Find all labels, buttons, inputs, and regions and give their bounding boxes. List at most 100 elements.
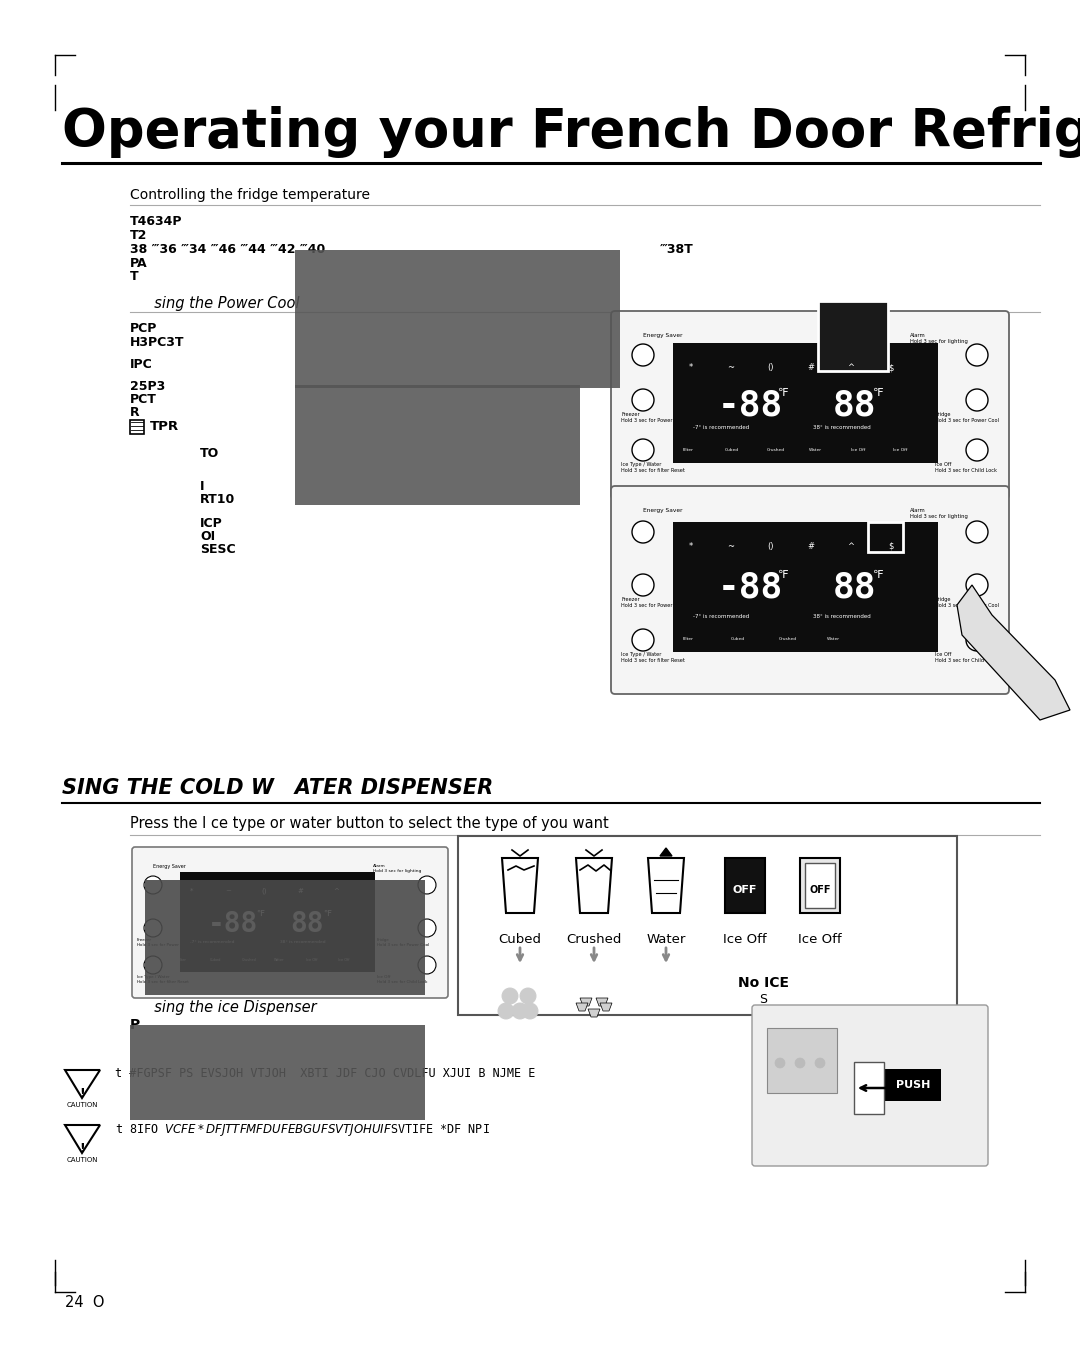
Circle shape (418, 956, 436, 974)
Text: Fridge
Hold 3 sec for Power Cool: Fridge Hold 3 sec for Power Cool (935, 412, 999, 423)
Text: Freezer
Hold 3 sec for Power Freeze: Freezer Hold 3 sec for Power Freeze (621, 597, 690, 607)
FancyBboxPatch shape (132, 847, 448, 998)
Text: Crushed: Crushed (242, 958, 257, 962)
Bar (673, 523, 939, 652)
FancyBboxPatch shape (854, 1061, 885, 1114)
Text: -88: -88 (718, 388, 783, 422)
Text: 38 ‴36 ‴34 ‴46 ‴44 ‴42 ‴40: 38 ‴36 ‴34 ‴46 ‴44 ‴42 ‴40 (130, 242, 325, 256)
FancyBboxPatch shape (611, 311, 1009, 498)
Text: Ice Off: Ice Off (306, 958, 318, 962)
Circle shape (966, 389, 988, 411)
Text: Water: Water (827, 637, 840, 641)
Text: Cubed: Cubed (731, 637, 745, 641)
Text: 38° is recommended: 38° is recommended (280, 940, 326, 944)
Text: ^: ^ (848, 362, 854, 372)
Text: S: S (759, 993, 767, 1006)
Polygon shape (502, 858, 538, 913)
Polygon shape (957, 585, 1070, 721)
Bar (767, 1028, 837, 1092)
Text: PUSH: PUSH (895, 1080, 930, 1090)
Text: Ice Type / Water
Hold 3 sec for filter Reset: Ice Type / Water Hold 3 sec for filter R… (621, 652, 685, 663)
FancyBboxPatch shape (752, 1005, 988, 1167)
Text: *: * (689, 362, 693, 372)
Text: Filter: Filter (683, 637, 693, 641)
Polygon shape (576, 1004, 588, 1012)
Bar (800, 858, 840, 913)
Text: Water: Water (274, 958, 284, 962)
Bar (180, 872, 375, 973)
Circle shape (522, 1004, 538, 1018)
Circle shape (966, 343, 988, 366)
Text: Water: Water (646, 933, 686, 946)
Text: Alarm
Hold 3 sec for lighting: Alarm Hold 3 sec for lighting (910, 333, 968, 343)
Text: *: * (689, 541, 693, 551)
Circle shape (632, 574, 654, 595)
Text: 88: 88 (291, 911, 324, 938)
Text: -88: -88 (208, 911, 258, 938)
Text: Crushed: Crushed (767, 449, 785, 453)
Circle shape (632, 521, 654, 543)
Text: H3PC3T: H3PC3T (130, 335, 185, 349)
Bar (145, 880, 426, 995)
Text: !: ! (79, 1142, 85, 1154)
Text: Water: Water (809, 449, 822, 453)
Circle shape (512, 1004, 528, 1018)
Text: Ice Off
Hold 3 sec for Child Lock: Ice Off Hold 3 sec for Child Lock (377, 975, 428, 983)
Circle shape (502, 987, 518, 1004)
Circle shape (144, 956, 162, 974)
Text: Ice Type / Water
Hold 3 sec for filter Reset: Ice Type / Water Hold 3 sec for filter R… (621, 462, 685, 473)
Text: #: # (808, 541, 814, 551)
Text: T2: T2 (130, 229, 147, 242)
Text: Ice Off
Hold 3 sec for Child Lock: Ice Off Hold 3 sec for Child Lock (935, 462, 997, 473)
Text: ℉: ℉ (323, 911, 330, 919)
Text: -7° is recommended: -7° is recommended (693, 614, 750, 620)
FancyBboxPatch shape (611, 486, 1009, 694)
Text: ℉: ℉ (778, 570, 788, 581)
Text: #: # (297, 888, 302, 894)
Polygon shape (580, 998, 592, 1006)
Text: Alarm
Hold 3 sec for lighting: Alarm Hold 3 sec for lighting (373, 863, 421, 873)
Circle shape (966, 574, 988, 595)
Text: Filter: Filter (178, 958, 187, 962)
Text: Ice Off
Hold 3 sec for Child Lock: Ice Off Hold 3 sec for Child Lock (935, 652, 997, 663)
Text: Filter: Filter (683, 449, 693, 453)
Text: I: I (200, 480, 204, 493)
Polygon shape (588, 1009, 600, 1017)
Text: (): () (768, 541, 774, 551)
Text: 25P3: 25P3 (130, 380, 165, 393)
Text: 88: 88 (833, 570, 877, 603)
Text: T4634P: T4634P (130, 216, 183, 228)
Text: CAUTION: CAUTION (66, 1102, 98, 1109)
Text: $: $ (889, 362, 893, 372)
Text: 88: 88 (833, 388, 877, 422)
Text: Crushed: Crushed (566, 933, 622, 946)
Text: P: P (130, 1018, 140, 1032)
Bar (868, 523, 903, 552)
Text: Fridge
Hold 3 sec for Power Cool: Fridge Hold 3 sec for Power Cool (935, 597, 999, 607)
Circle shape (144, 876, 162, 894)
Polygon shape (576, 858, 612, 913)
Text: ^: ^ (333, 888, 339, 894)
Text: ~: ~ (225, 888, 231, 894)
Text: ℉: ℉ (873, 388, 883, 397)
Bar (818, 300, 888, 370)
Text: ^: ^ (848, 541, 854, 551)
Text: t 8IFO $VCFE *DF JT TFMFDUFE BGUFS VTJOH UIF $SVTIFE *DF NPI: t 8IFO $VCFE *DF JT TFMFDUFE BGUFS VTJOH… (114, 1122, 490, 1138)
Text: Alarm
Hold 3 sec for lighting: Alarm Hold 3 sec for lighting (910, 508, 968, 519)
Polygon shape (660, 849, 672, 855)
Text: Operating your French Door Refrigerato: Operating your French Door Refrigerato (62, 106, 1080, 158)
Circle shape (632, 389, 654, 411)
Text: 38° is recommended: 38° is recommended (813, 614, 870, 620)
Text: *: * (190, 888, 193, 894)
Circle shape (144, 919, 162, 938)
Circle shape (418, 919, 436, 938)
Text: Cubed: Cubed (210, 958, 221, 962)
Circle shape (815, 1057, 825, 1068)
Text: RT10: RT10 (200, 493, 235, 506)
Text: !: ! (79, 1087, 85, 1100)
Text: Fridge
Hold 3 sec for Power Cool: Fridge Hold 3 sec for Power Cool (377, 938, 429, 947)
Text: #: # (808, 362, 814, 372)
Text: Ice Off: Ice Off (851, 449, 865, 453)
Text: Energy Saver: Energy Saver (643, 333, 683, 338)
Circle shape (632, 439, 654, 461)
